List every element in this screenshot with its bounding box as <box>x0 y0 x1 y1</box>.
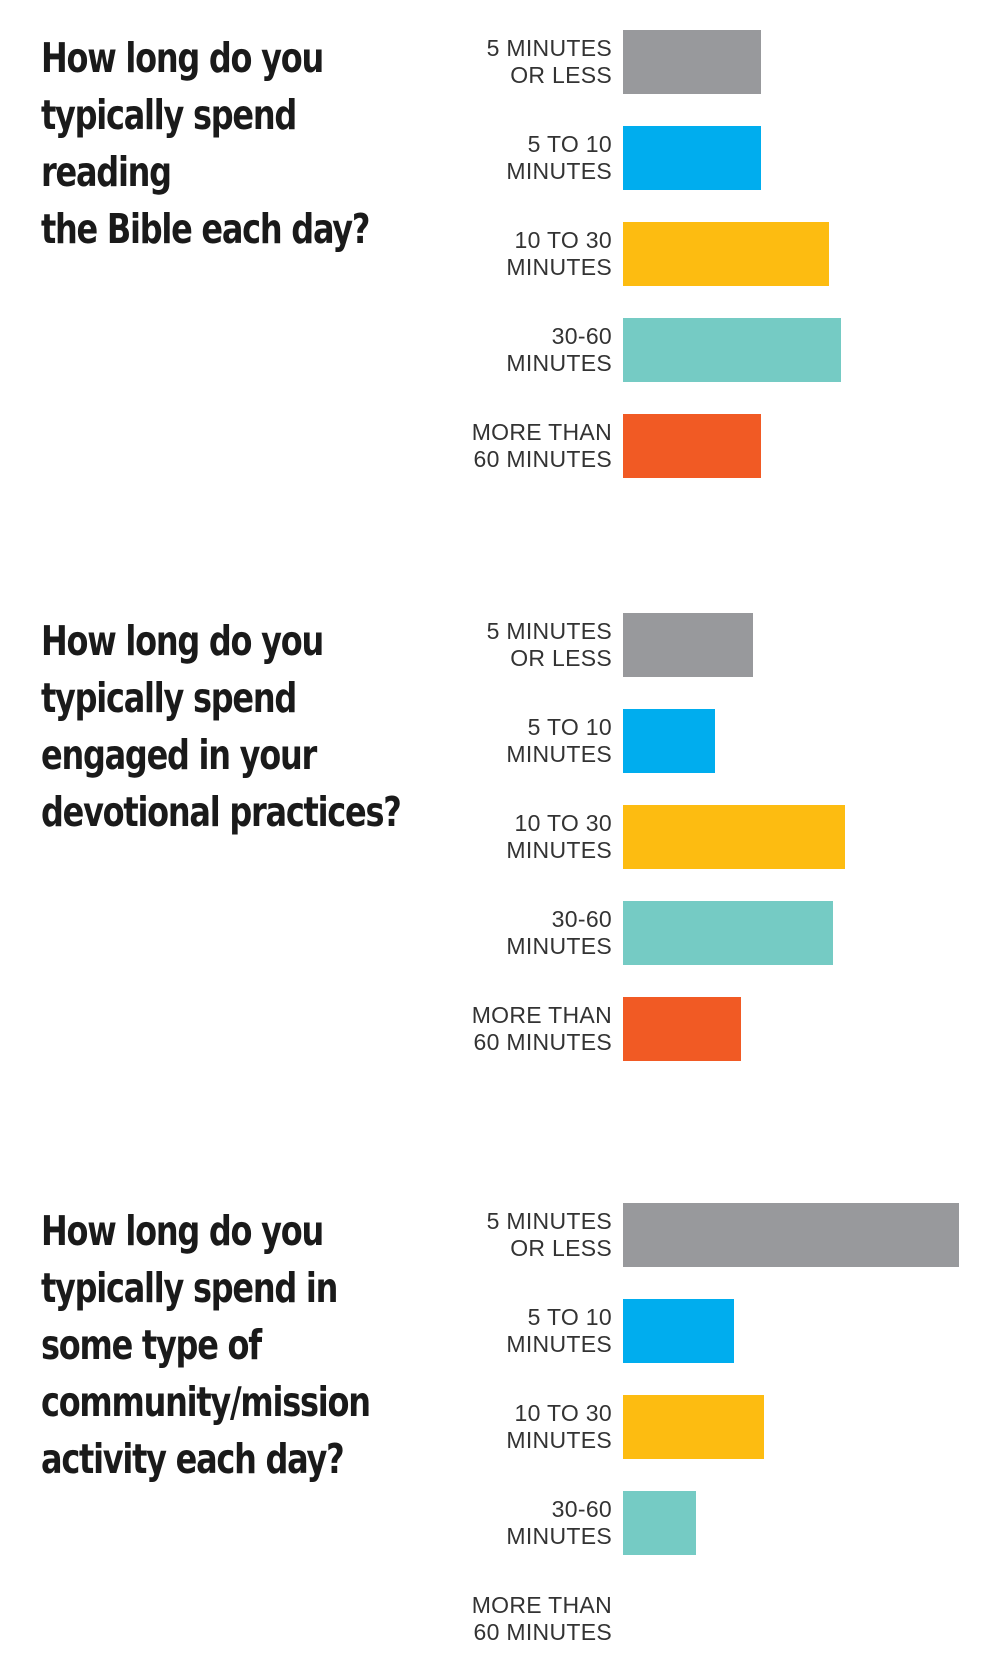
category-label: 5 TO 10 MINUTES <box>412 131 612 185</box>
category-label: 5 TO 10 MINUTES <box>412 714 612 768</box>
category-label: 30-60 MINUTES <box>412 1496 612 1550</box>
category-label-line: 5 TO 10 <box>527 714 612 740</box>
bar-row: 10 TO 30 MINUTES <box>0 805 1000 869</box>
category-label-line: 10 TO 30 <box>514 227 612 253</box>
bar <box>623 126 761 190</box>
category-label: 10 TO 30 MINUTES <box>412 810 612 864</box>
category-label: MORE THAN 60 MINUTES <box>412 1592 612 1646</box>
category-label: 30-60 MINUTES <box>412 323 612 377</box>
category-label-line: 60 MINUTES <box>473 1029 612 1055</box>
bar <box>623 709 715 773</box>
bar <box>623 613 753 677</box>
chart-title: How long do you typically spend engaged … <box>41 617 402 836</box>
category-label: 30-60 MINUTES <box>412 906 612 960</box>
category-label-line: MINUTES <box>506 933 612 959</box>
category-label-line: 60 MINUTES <box>473 446 612 472</box>
category-label-line: 30-60 <box>551 906 612 932</box>
category-label-line: MINUTES <box>506 1523 612 1549</box>
chart-title: How long do you typically spend reading … <box>41 34 370 253</box>
bar <box>623 1203 960 1267</box>
bar-row: 5 TO 10 MINUTES <box>0 1299 1000 1363</box>
bar-row: 10 TO 30 MINUTES <box>0 222 1000 286</box>
bar <box>623 1395 765 1459</box>
bar <box>623 805 845 869</box>
bar-row: 10 TO 30 MINUTES <box>0 1395 1000 1459</box>
category-label-line: MINUTES <box>506 1331 612 1357</box>
category-label: 5 MINUTES OR LESS <box>412 618 612 672</box>
category-label-line: 30-60 <box>551 323 612 349</box>
bar-row: MORE THAN 60 MINUTES <box>0 997 1000 1061</box>
bar <box>623 318 841 382</box>
category-label-line: MINUTES <box>506 1427 612 1453</box>
category-label-line: MINUTES <box>506 350 612 376</box>
bar <box>623 222 830 286</box>
category-label: 5 MINUTES OR LESS <box>412 35 612 89</box>
bar-row: 5 MINUTES OR LESS <box>0 30 1000 94</box>
category-label-line: MINUTES <box>506 741 612 767</box>
category-label: 5 MINUTES OR LESS <box>412 1208 612 1262</box>
bar-row: MORE THAN 60 MINUTES <box>0 414 1000 478</box>
category-label-line: 10 TO 30 <box>514 810 612 836</box>
category-label-line: 5 MINUTES <box>486 618 612 644</box>
category-label: 5 TO 10 MINUTES <box>412 1304 612 1358</box>
chart-title: How long do you typically spend in some … <box>41 1207 371 1483</box>
bar <box>623 997 742 1061</box>
category-label-line: 60 MINUTES <box>473 1619 612 1645</box>
category-label-line: MINUTES <box>506 158 612 184</box>
category-label-line: OR LESS <box>510 1235 612 1261</box>
category-label-line: OR LESS <box>510 645 612 671</box>
bar-row: 30-60 MINUTES <box>0 901 1000 965</box>
category-label: MORE THAN 60 MINUTES <box>412 419 612 473</box>
category-label-line: MINUTES <box>506 254 612 280</box>
bar <box>623 30 761 94</box>
bar-row: 30-60 MINUTES <box>0 318 1000 382</box>
category-label-line: MORE THAN <box>471 1592 612 1618</box>
category-label-line: 10 TO 30 <box>514 1400 612 1426</box>
bar <box>623 414 761 478</box>
category-label-line: MORE THAN <box>471 419 612 445</box>
bar-row: MORE THAN 60 MINUTES <box>0 1587 1000 1651</box>
bar <box>623 1299 734 1363</box>
category-label-line: 30-60 <box>551 1496 612 1522</box>
category-label-line: MORE THAN <box>471 1002 612 1028</box>
bar-row: 5 MINUTES OR LESS <box>0 613 1000 677</box>
bar-row: 5 MINUTES OR LESS <box>0 1203 1000 1267</box>
bar-row: 30-60 MINUTES <box>0 1491 1000 1555</box>
category-label-line: 5 MINUTES <box>486 35 612 61</box>
category-label: 10 TO 30 MINUTES <box>412 1400 612 1454</box>
category-label-line: 5 MINUTES <box>486 1208 612 1234</box>
category-label-line: OR LESS <box>510 62 612 88</box>
category-label: MORE THAN 60 MINUTES <box>412 1002 612 1056</box>
bar <box>623 901 834 965</box>
category-label-line: MINUTES <box>506 837 612 863</box>
category-label: 10 TO 30 MINUTES <box>412 227 612 281</box>
bar-row: 5 TO 10 MINUTES <box>0 126 1000 190</box>
bar-row: 5 TO 10 MINUTES <box>0 709 1000 773</box>
bar <box>623 1491 696 1555</box>
category-label-line: 5 TO 10 <box>527 1304 612 1330</box>
category-label-line: 5 TO 10 <box>527 131 612 157</box>
